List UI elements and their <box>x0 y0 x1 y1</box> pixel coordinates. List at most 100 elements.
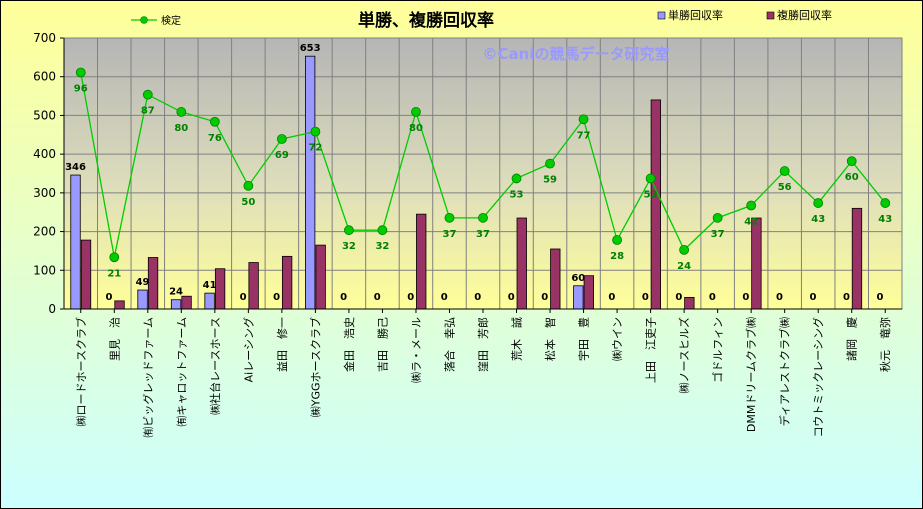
data-label-tansho: 0 <box>240 292 247 303</box>
bar-fukusho <box>516 217 527 310</box>
bar-fukusho <box>650 99 661 310</box>
data-label-tansho: 41 <box>203 280 217 291</box>
chart-title: 単勝、複勝回収率 <box>358 10 494 31</box>
marker-kentei <box>75 67 86 78</box>
y-tick-label: 0 <box>48 302 56 316</box>
x-tick-label: 秋元 竜弥 <box>878 317 892 372</box>
data-label-kentei: 87 <box>141 106 155 117</box>
marker-kentei <box>344 225 354 236</box>
data-label-tansho: 49 <box>136 277 150 288</box>
bar-fukusho <box>315 244 326 310</box>
x-tick-label: ㈲キャロットファーム <box>175 317 188 427</box>
data-label-kentei: 72 <box>308 143 322 154</box>
label-layer: 346 0 49 24 41 0 0 653 0 0 0 0 0 0 0 60 0 0 0 0 0 0 0 0 0 96 21 87 8… <box>65 43 892 303</box>
data-label-kentei: 24 <box>677 261 691 272</box>
data-label-tansho: 0 <box>541 292 548 303</box>
bar-fukusho <box>147 257 159 310</box>
data-label-tansho: 0 <box>742 292 749 303</box>
marker-kentei <box>746 200 757 211</box>
x-tick-label: DMMドリームクラブ㈱ <box>744 317 758 432</box>
x-tick-label: 窪田 芳郎 <box>476 317 490 372</box>
data-label-tansho: 0 <box>608 292 615 303</box>
marker-kentei <box>846 156 857 167</box>
marker-kentei <box>109 252 120 263</box>
bar-fukusho <box>114 300 125 310</box>
legend-swatch-tansho <box>657 11 666 20</box>
bar-tansho <box>204 292 215 310</box>
data-label-kentei: 50 <box>241 197 255 208</box>
x-tick-label: 金田 浩史 <box>342 317 356 372</box>
x-tick-label: 松本 智 <box>543 317 557 361</box>
data-label-kentei: 37 <box>711 229 725 240</box>
data-label-kentei: 69 <box>275 150 289 161</box>
y-tick-label: 400 <box>33 147 56 161</box>
data-label-tansho: 0 <box>675 292 682 303</box>
bar-fukusho <box>281 255 293 310</box>
data-label-kentei: 37 <box>476 229 490 240</box>
data-label-kentei: 80 <box>409 123 423 134</box>
data-label-kentei: 60 <box>845 172 859 183</box>
bar-fukusho <box>248 262 259 310</box>
legend: 検定 単勝回収率 複勝回収率 <box>131 8 832 27</box>
bar-tansho <box>304 55 316 310</box>
y-tick-label: 500 <box>33 108 56 122</box>
x-tick-label: ㈱YGGホースクラブ <box>308 317 322 417</box>
data-label-tansho: 0 <box>709 292 716 303</box>
x-tick-label: 諸岡 慶 <box>845 317 859 361</box>
bar-tansho <box>170 299 182 310</box>
data-label-tansho: 0 <box>340 292 347 303</box>
data-label-kentei: 32 <box>375 241 389 252</box>
y-tick-label: 700 <box>33 31 56 45</box>
data-label-tansho: 346 <box>65 162 86 173</box>
data-label-tansho: 0 <box>776 292 783 303</box>
data-label-tansho: 24 <box>169 287 183 298</box>
bar-fukusho <box>214 268 226 310</box>
bar-fukusho <box>851 207 863 310</box>
marker-kentei <box>779 166 790 176</box>
data-label-kentei: 53 <box>510 189 524 200</box>
data-label-kentei: 56 <box>778 182 792 193</box>
bar-tansho <box>70 174 81 310</box>
bar-fukusho <box>684 296 695 310</box>
x-tick-label: ㈲ビッグレッドファーム <box>141 317 155 438</box>
x-tick-label: 吉田 勝己 <box>375 317 389 372</box>
x-tick-label: ㈱ロードホースクラブ <box>74 317 88 426</box>
y-tick-label: 600 <box>33 70 56 84</box>
data-label-tansho: 0 <box>843 292 850 303</box>
x-tick-label: Aiレーシング <box>241 317 255 382</box>
x-tick-label: ㈱ウイン <box>611 317 624 361</box>
marker-kentei <box>444 212 455 223</box>
bar-fukusho <box>181 295 192 310</box>
x-tick-label: ディアレストクラブ㈱ <box>778 317 792 426</box>
bar-fukusho <box>583 275 594 310</box>
marker-kentei <box>578 114 589 125</box>
data-label-tansho: 653 <box>300 43 321 54</box>
marker-kentei <box>712 212 723 223</box>
x-tick-label: 落合 幸弘 <box>442 317 456 372</box>
legend-label-fukusho: 複勝回収率 <box>777 8 832 22</box>
watermark: ©Caniの競馬データ研究室 <box>483 45 670 63</box>
marker-kentei <box>511 173 522 184</box>
data-label-tansho: 0 <box>441 292 448 303</box>
marker-kentei <box>243 180 254 191</box>
marker-kentei <box>813 198 824 208</box>
data-label-kentei: 43 <box>878 214 892 225</box>
x-tick-label: 宇田 豊 <box>578 317 591 361</box>
marker-kentei <box>679 244 690 255</box>
x-tick-label: ㈱社台レースホース <box>208 317 222 415</box>
data-label-tansho: 0 <box>877 292 884 303</box>
bar-fukusho <box>550 248 561 310</box>
data-label-kentei: 53 <box>644 189 658 200</box>
data-label-kentei: 37 <box>443 229 457 240</box>
x-tick-label: ゴドルフィン <box>711 317 725 383</box>
data-label-tansho: 0 <box>106 292 113 303</box>
marker-kentei <box>209 116 220 127</box>
y-tick-label: 200 <box>33 225 56 239</box>
x-tick-label: 里見 治 <box>107 317 121 361</box>
bar-tansho <box>573 285 584 310</box>
data-label-tansho: 0 <box>474 292 481 303</box>
data-label-kentei: 59 <box>543 175 557 186</box>
marker-kentei <box>645 173 656 184</box>
